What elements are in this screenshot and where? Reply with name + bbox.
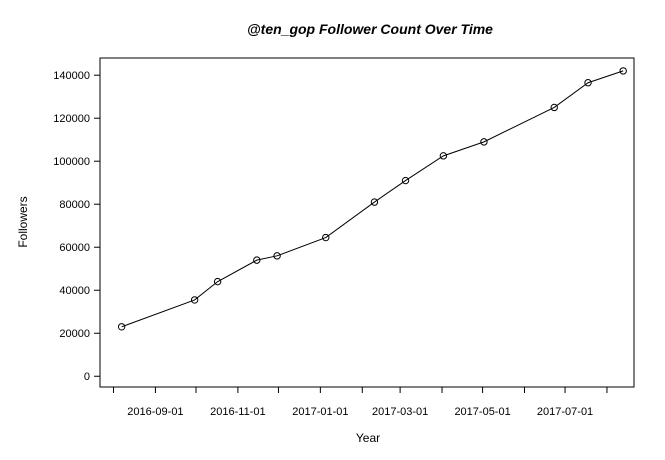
data-point <box>480 138 488 146</box>
series-points <box>117 67 627 331</box>
data-point <box>550 103 558 112</box>
x-axis-label: Year <box>356 431 380 445</box>
x-tick-label: 2017-05-01 <box>454 406 510 418</box>
x-tick-label: 2016-09-01 <box>127 406 183 418</box>
data-point <box>584 79 592 87</box>
y-tick-label: 60000 <box>59 242 90 254</box>
data-point <box>619 67 627 75</box>
x-axis: 2016-09-01 2016-11-01 2017-01-01 2017-03-01… <box>113 387 608 418</box>
data-point <box>253 256 261 264</box>
data-point <box>273 252 281 260</box>
data-point <box>322 233 330 242</box>
data-point <box>370 198 379 206</box>
data-point <box>401 176 410 185</box>
y-tick-label: 80000 <box>59 199 90 211</box>
plot-area-frame <box>99 57 635 388</box>
x-tick-label: 2017-01-01 <box>292 406 348 418</box>
x-tick-label: 2017-07-01 <box>537 406 593 418</box>
series-line <box>121 70 624 328</box>
x-tick-label: 2017-03-01 <box>372 406 428 418</box>
y-tick-label: 100000 <box>53 156 90 168</box>
x-tick-label: 2016-11-01 <box>210 406 265 418</box>
chart-title: @ten_gop Follower Count Over Time <box>247 21 493 37</box>
data-point <box>117 323 126 331</box>
y-axis: 0 20000 40000 60000 80000 100000 120000 140000 <box>53 70 100 383</box>
data-point <box>439 152 448 160</box>
y-tick-label: 120000 <box>53 113 90 125</box>
y-tick-label: 140000 <box>53 70 90 82</box>
y-axis-label: Followers <box>16 196 30 247</box>
y-tick-label: 20000 <box>59 328 90 340</box>
y-tick-label: 0 <box>84 371 90 383</box>
y-tick-label: 40000 <box>59 285 90 297</box>
data-point <box>213 277 222 286</box>
data-point <box>190 296 199 304</box>
